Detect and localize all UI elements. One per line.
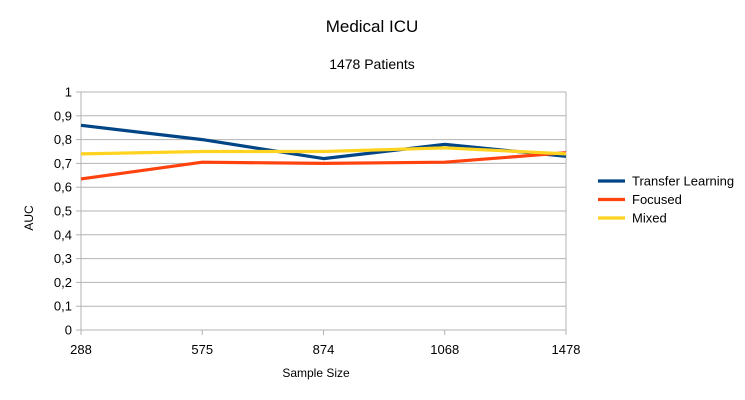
gridlines xyxy=(76,91,567,335)
x-tick-label: 575 xyxy=(191,342,213,357)
y-tick-labels: 0 0,1 0,2 0,3 0,4 0,5 0,6 0,7 0,8 0,9 1 xyxy=(54,85,72,338)
x-axis-label: Sample Size xyxy=(282,366,350,380)
series-line-mixed xyxy=(80,146,567,156)
y-tick-label: 0,9 xyxy=(54,108,72,123)
x-tick-label: 1478 xyxy=(552,342,581,357)
y-tick-label: 0,3 xyxy=(54,251,72,266)
chart-subtitle: 1478 Patients xyxy=(329,56,415,72)
y-tick-label: 0,1 xyxy=(54,299,72,314)
y-tick-label: 0,7 xyxy=(54,156,72,171)
legend-label: Focused xyxy=(632,192,682,207)
legend-label: Mixed xyxy=(632,211,667,226)
x-tick-label: 1068 xyxy=(430,342,459,357)
y-tick-label: 0 xyxy=(65,323,72,338)
y-tick-label: 0,4 xyxy=(54,227,72,242)
x-tick-labels: 288 575 874 1068 1478 xyxy=(70,342,580,357)
legend-label: Transfer Learning xyxy=(632,174,734,189)
series-lines xyxy=(80,123,567,181)
series-line-focused xyxy=(80,151,567,181)
legend: Transfer Learning Focused Mixed xyxy=(598,174,734,226)
y-tick-label: 0,5 xyxy=(54,204,72,219)
chart-title: Medical ICU xyxy=(326,17,419,36)
y-axis-label: AUC xyxy=(22,205,36,231)
y-tick-label: 0,6 xyxy=(54,180,72,195)
y-tick-label: 0,2 xyxy=(54,275,72,290)
y-tick-label: 1 xyxy=(65,85,72,100)
x-tick-label: 288 xyxy=(70,342,92,357)
x-tick-label: 874 xyxy=(313,342,335,357)
y-tick-label: 0,8 xyxy=(54,132,72,147)
